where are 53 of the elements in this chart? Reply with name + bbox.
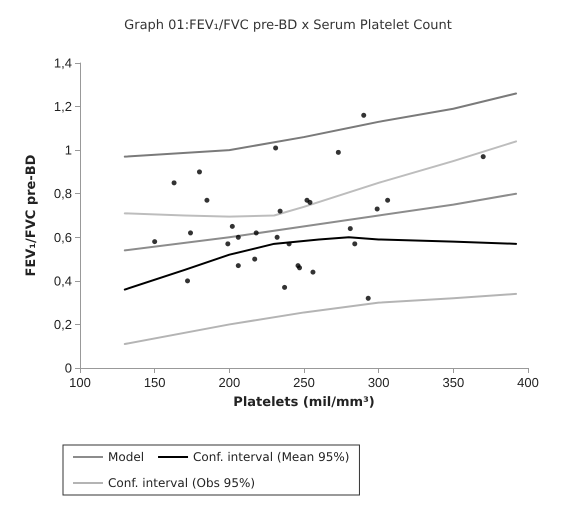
- line-series: [124, 92, 518, 158]
- x-tick-label: 350: [442, 375, 464, 390]
- y-tick-label: 0,4: [54, 273, 72, 288]
- legend-label: Conf. interval (Obs 95%): [108, 476, 256, 490]
- point: [225, 241, 230, 246]
- y-tick-label: 0,2: [54, 316, 72, 332]
- legend-label: Model: [108, 450, 144, 464]
- point: [336, 150, 341, 155]
- point: [366, 296, 371, 301]
- point: [278, 208, 283, 214]
- y-axis-title: FEV₁/FVC pre-BD: [24, 154, 39, 276]
- y-tick-label: 0,8: [54, 186, 72, 202]
- x-tick-label: 250: [293, 375, 315, 390]
- line-series: [124, 236, 518, 291]
- line-series: [124, 292, 518, 346]
- point: [361, 112, 366, 118]
- point: [236, 263, 241, 268]
- point: [282, 284, 288, 290]
- x-tick-label: 150: [144, 375, 166, 390]
- point: [307, 200, 312, 205]
- y-tick-label: 1,2: [54, 99, 72, 114]
- x-axis-title: Platelets (mil/mm³): [233, 395, 375, 410]
- line-series: [124, 192, 518, 252]
- point: [273, 145, 278, 150]
- point: [172, 180, 177, 186]
- point: [310, 270, 316, 275]
- point: [286, 241, 292, 246]
- y-tick-label: 1,4: [54, 56, 72, 70]
- point: [230, 224, 235, 229]
- x-tick-label: 200: [218, 375, 240, 390]
- point: [185, 278, 190, 284]
- legend-label: Conf. interval (Mean 95%): [193, 450, 350, 464]
- y-tick-label: 0,6: [54, 230, 72, 245]
- y-tick-label: 0: [64, 360, 72, 376]
- point: [480, 154, 486, 160]
- chart-title: Graph 01:FEV₁/FVC pre-BD x Serum Platelet Count: [124, 18, 452, 33]
- point: [352, 241, 358, 246]
- point: [374, 206, 380, 212]
- point: [204, 198, 210, 203]
- point: [252, 256, 258, 262]
- point: [196, 169, 202, 174]
- point: [236, 234, 241, 240]
- point: [254, 230, 259, 236]
- point: [152, 239, 158, 244]
- line-series: [124, 140, 518, 218]
- point: [385, 198, 390, 203]
- point: [274, 234, 280, 240]
- point: [188, 230, 194, 236]
- x-tick-label: 300: [368, 375, 390, 390]
- point: [348, 226, 353, 232]
- x-tick-label: 400: [517, 375, 539, 390]
- x-tick-label: 100: [69, 375, 91, 390]
- y-tick-label: 1: [64, 142, 72, 158]
